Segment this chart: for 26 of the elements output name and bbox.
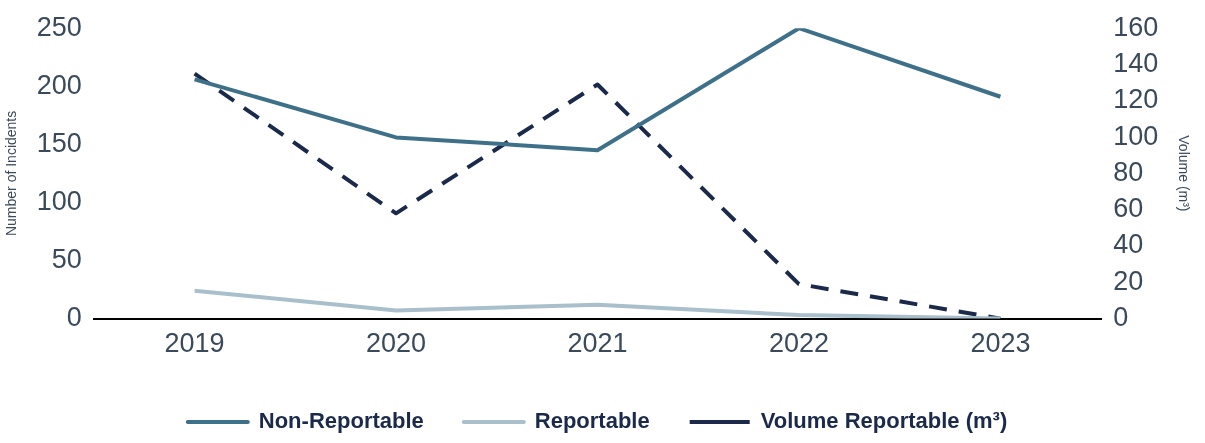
y-tick-label: 250 [36, 11, 82, 42]
line-series [192, 71, 1003, 319]
y-tick-label: 100 [36, 185, 82, 216]
y-tick-label: 150 [36, 127, 82, 158]
x-tick-label: 2020 [366, 328, 427, 359]
x-tick-label: 2023 [970, 328, 1031, 359]
y2-axis-title: Volume (m³) [1175, 135, 1192, 212]
y2-tick-label: 0 [1113, 302, 1129, 333]
y-tick-label: 50 [51, 243, 82, 274]
y2-tick-label: 80 [1113, 156, 1144, 187]
y2-tick-label: 40 [1113, 229, 1144, 260]
y-axis-title: Number of Incidents [3, 110, 20, 237]
x-tick-label: 2019 [164, 328, 225, 359]
y2-tick-label: 20 [1113, 265, 1144, 296]
y2-tick-label: 120 [1113, 84, 1159, 115]
legend-label: Volume Reportable (m³) [760, 408, 1008, 434]
y-tick-label: 0 [66, 302, 82, 333]
x-tick-label: 2022 [768, 328, 829, 359]
y2-tick-label: 160 [1113, 11, 1159, 42]
legend-label: Reportable [534, 408, 650, 434]
y2-tick-label: 100 [1113, 120, 1159, 151]
x-tick-label: 2021 [567, 328, 628, 359]
y2-tick-label: 60 [1113, 193, 1144, 224]
legend-label: Non-Reportable [258, 408, 424, 434]
y2-tick-label: 140 [1113, 47, 1159, 78]
y-tick-label: 200 [36, 69, 82, 100]
